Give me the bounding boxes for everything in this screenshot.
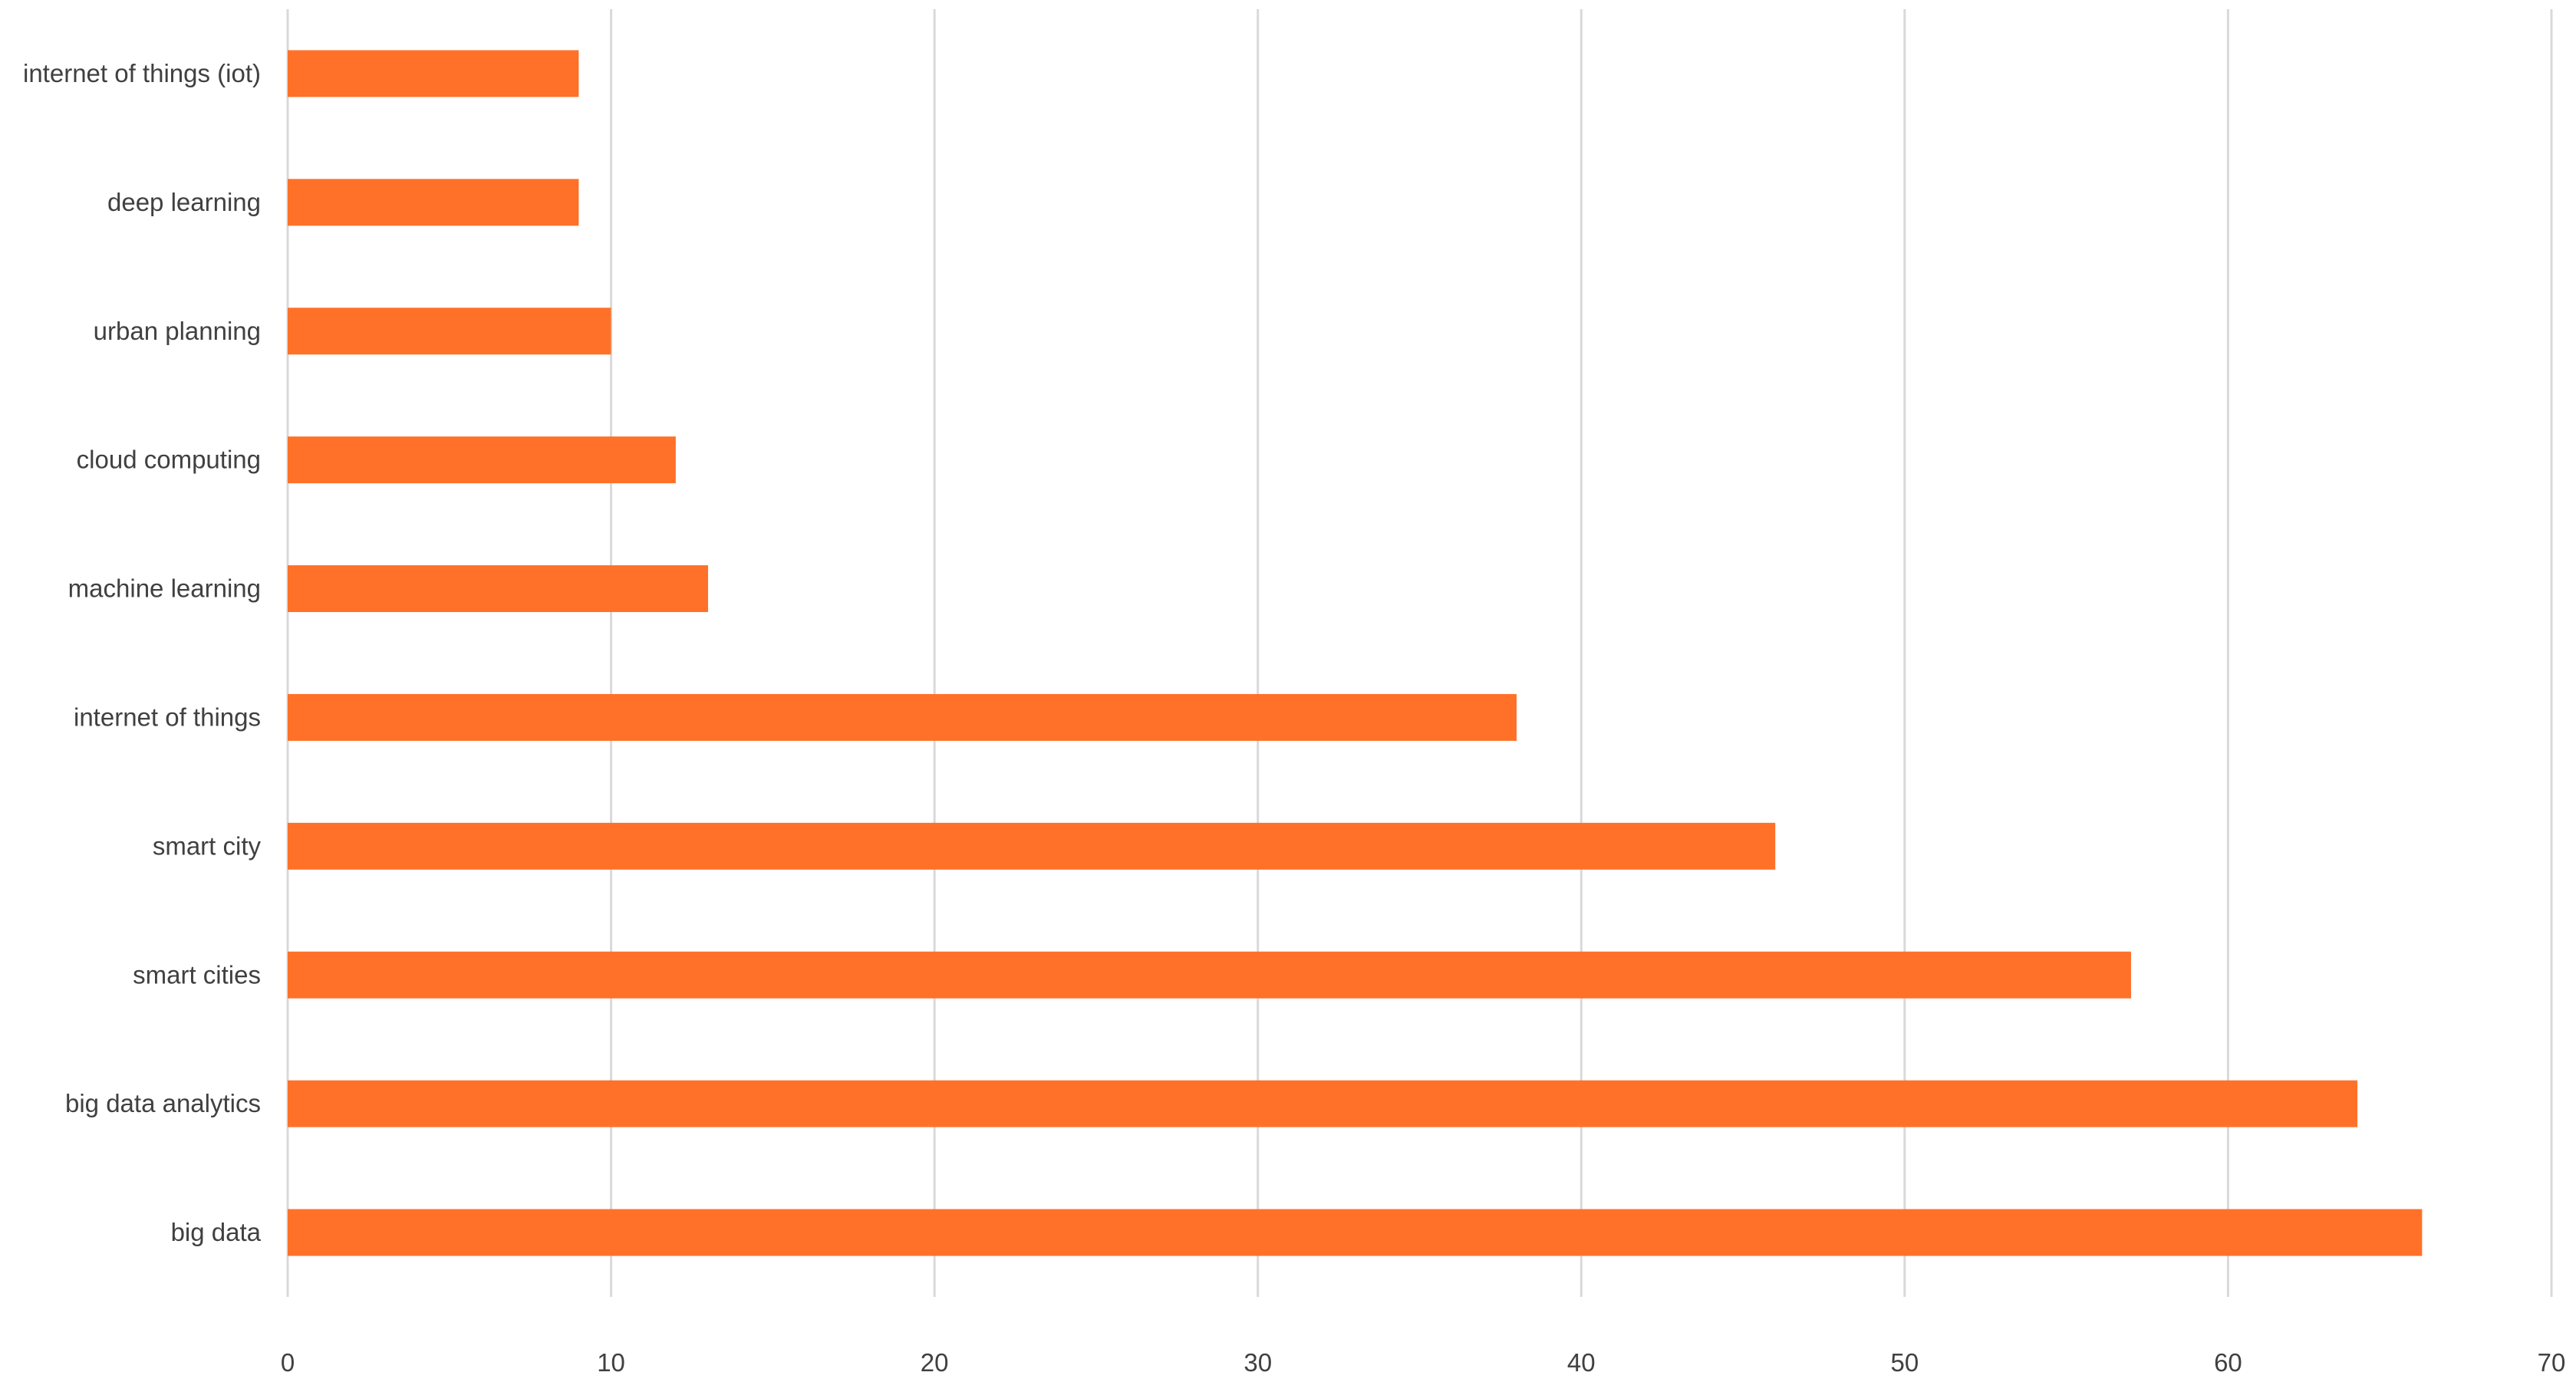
category-label: smart cities <box>133 960 261 989</box>
category-labels: internet of things (iot) deep learning urb… <box>23 59 262 1246</box>
category-label: internet of things (iot) <box>23 59 261 87</box>
bar <box>288 179 579 226</box>
x-tick-label: 70 <box>2538 1348 2566 1377</box>
bar <box>288 565 709 613</box>
bar <box>288 1209 2423 1256</box>
bars <box>288 50 2423 1256</box>
category-label: smart city <box>153 831 262 860</box>
category-label: deep learning <box>107 188 261 216</box>
x-tick-label: 60 <box>2214 1348 2242 1377</box>
category-label: internet of things <box>74 703 261 731</box>
bar <box>288 1080 2358 1127</box>
bar <box>288 693 1517 741</box>
category-label: big data <box>171 1218 262 1246</box>
bar <box>288 436 676 484</box>
x-tick-label: 20 <box>921 1348 949 1377</box>
category-label: big data analytics <box>65 1089 261 1117</box>
x-tick-label: 50 <box>1890 1348 1919 1377</box>
x-axis-ticks: 0 10 20 30 40 50 60 70 <box>281 1348 2566 1377</box>
category-label: urban planning <box>94 317 261 345</box>
x-tick-label: 0 <box>281 1348 295 1377</box>
category-label: machine learning <box>68 574 261 603</box>
x-tick-label: 30 <box>1244 1348 1272 1377</box>
category-label: cloud computing <box>77 446 261 474</box>
bar <box>288 308 611 355</box>
gridlines <box>286 9 2553 1297</box>
bar <box>288 822 1776 870</box>
x-tick-label: 10 <box>597 1348 625 1377</box>
bar <box>288 50 579 97</box>
x-tick-label: 40 <box>1567 1348 1596 1377</box>
bar <box>288 951 2131 999</box>
